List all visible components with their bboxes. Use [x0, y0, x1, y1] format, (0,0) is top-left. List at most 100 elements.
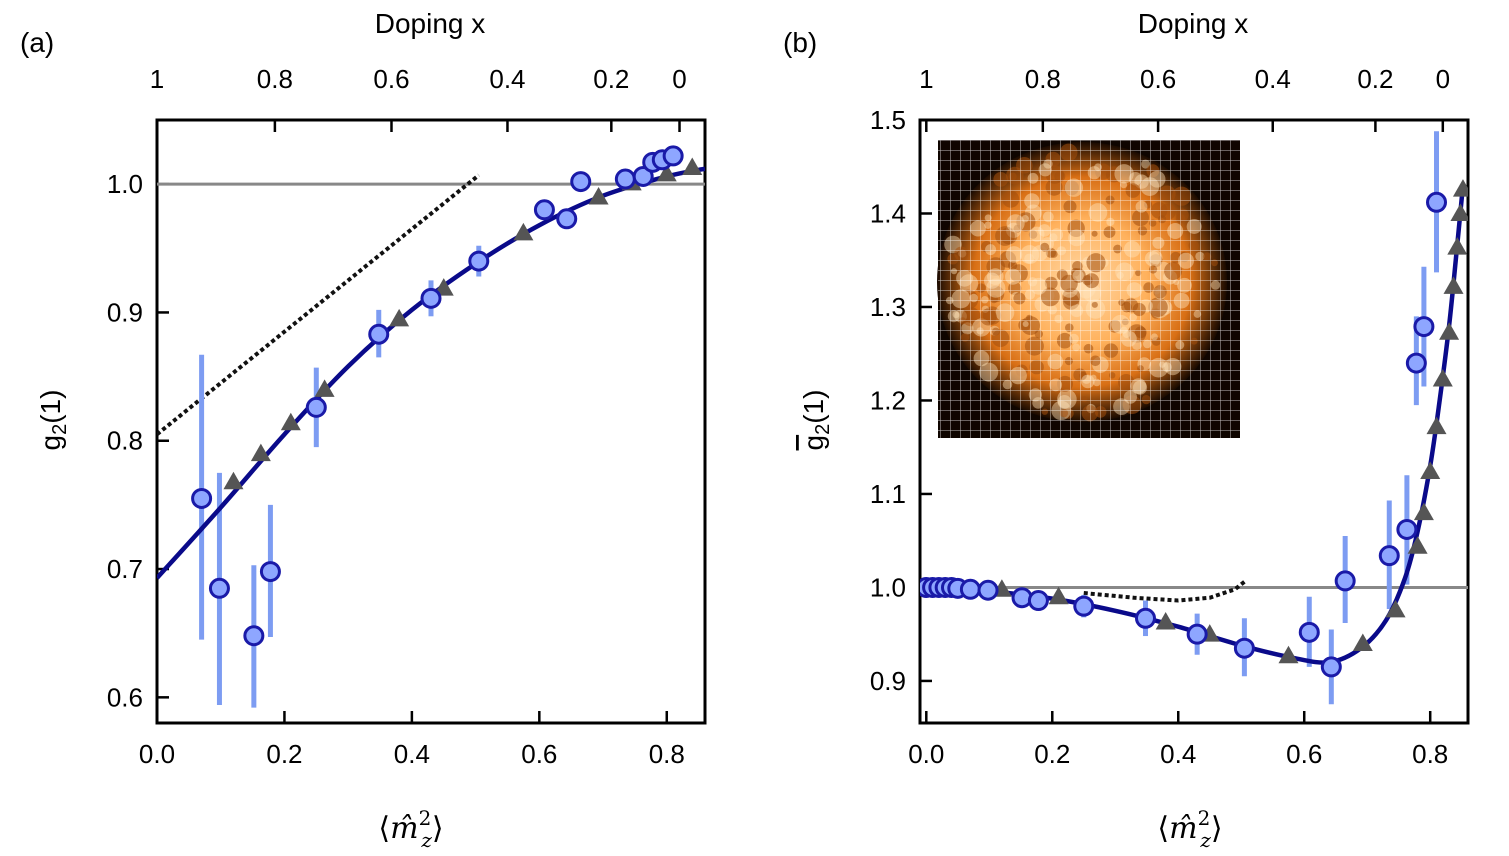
panel-a-x-axis-title: ⟨m̂2 z⟩	[378, 806, 443, 852]
top-tick-label: 0.8	[257, 64, 293, 94]
y-tick-label: 0.9	[870, 666, 906, 696]
triangle-marker	[1155, 612, 1176, 630]
x-tick-label: 0.4	[1160, 739, 1196, 769]
circle-marker	[1413, 316, 1435, 338]
circle-marker	[191, 487, 213, 509]
y-tick-label: 1.2	[870, 385, 906, 415]
panel-a-frame	[155, 118, 707, 725]
panel-b-y-axis-title: g2(1)	[798, 390, 834, 451]
top-tick-label: 0.8	[1025, 64, 1061, 94]
triangle-marker	[656, 163, 677, 182]
circle-marker	[1378, 545, 1400, 567]
dotted-guide-line	[157, 173, 481, 436]
top-tick-label: 0.2	[1357, 64, 1393, 94]
triangle-marker	[1048, 586, 1069, 605]
circle-marker	[614, 168, 636, 190]
circle-marker	[662, 145, 684, 167]
y-tick-label: 0.8	[107, 426, 143, 456]
top-tick-label: 0.6	[373, 64, 409, 94]
triangle-marker	[513, 222, 534, 241]
x-tick-label: 0.6	[1286, 739, 1322, 769]
circle-marker	[243, 625, 265, 647]
top-tick-label: 0	[672, 64, 686, 94]
panel-a-ticks: 0.0 0.2 0.4 0.6 0.8 0.6 0.7 0.8 0.9 1.0 1 0.8 0.6 0.4…	[107, 64, 687, 769]
panel-b: (b) Doping x 0.0 0.2 0.4 0.6 0.8 0.9 1.0 1.1 1.2…	[783, 8, 1470, 852]
panel-b-x-axis-title: ⟨m̂2 z⟩	[1157, 806, 1222, 852]
x-tick-label: 0.6	[521, 739, 557, 769]
y-tick-label: 1.3	[870, 292, 906, 322]
circle-marker	[1134, 607, 1156, 629]
circle-marker	[420, 287, 442, 309]
dotted-guide-line	[1083, 580, 1246, 603]
panel-b-top-axis-title: Doping x	[1138, 8, 1249, 39]
circle-marker	[1298, 621, 1320, 643]
circle-marker	[468, 250, 490, 272]
circle-marker	[632, 165, 654, 187]
panel-b-inset-image	[937, 140, 1240, 438]
y-tick-label: 0.7	[107, 554, 143, 584]
triangle-marker	[1450, 203, 1468, 221]
circle-marker	[1334, 570, 1356, 592]
y-tick-label: 1.1	[870, 479, 906, 509]
y-tick-label: 1.4	[870, 198, 906, 228]
circle-marker	[556, 208, 578, 230]
circle-marker	[1027, 590, 1049, 612]
triangle-marker	[433, 278, 454, 296]
triangle-marker	[1426, 416, 1447, 435]
panel-a-top-axis-title-text: Doping x	[375, 8, 486, 39]
triangle-marker	[314, 379, 335, 397]
circle-marker	[1320, 656, 1342, 678]
fit-line	[157, 166, 705, 580]
top-tick-label: 0.6	[1140, 64, 1176, 94]
triangle-marker	[250, 443, 271, 462]
triangle-marker	[280, 412, 301, 431]
circle-marker	[959, 578, 981, 600]
triangle-marker	[1443, 276, 1464, 294]
panel-a-label: (a)	[20, 27, 54, 58]
top-tick-label: 0.2	[593, 64, 629, 94]
circle-marker	[305, 396, 327, 418]
y-tick-label: 1.0	[870, 572, 906, 602]
y-tick-label: 0.6	[107, 682, 143, 712]
panel-a: (a) Doping x 0.0 0.2 0.4 0.6 0.8 0.6 0.7 0.8 0.9…	[20, 8, 707, 852]
triangle-marker	[1407, 536, 1428, 554]
circle-marker	[1405, 352, 1427, 374]
panel-b-plot-area	[920, 131, 1468, 705]
top-tick-label: 0.4	[1255, 64, 1291, 94]
triangle-marker	[1420, 461, 1441, 480]
circle-marker	[208, 577, 230, 599]
x-tick-label: 0.8	[1412, 739, 1448, 769]
triangle-marker	[1452, 179, 1468, 197]
x-tick-label: 0.2	[1034, 739, 1070, 769]
circle-marker	[1233, 637, 1255, 659]
triangle-marker	[1352, 633, 1373, 652]
circle-marker	[368, 323, 390, 345]
panel-b-top-axis-title-text: Doping x	[1138, 8, 1249, 39]
top-tick-label: 1	[150, 64, 164, 94]
y-tick-label: 0.9	[107, 297, 143, 327]
x-tick-label: 0.8	[649, 739, 685, 769]
triangle-marker	[389, 308, 410, 327]
top-tick-label: 0.4	[489, 64, 525, 94]
triangle-marker	[1432, 368, 1453, 387]
x-tick-label: 0.0	[139, 739, 175, 769]
triangle-marker	[1385, 599, 1406, 618]
panel-b-label: (b)	[783, 27, 817, 58]
circle-marker	[1186, 623, 1208, 645]
circle-marker	[1426, 191, 1448, 213]
y-tick-label: 1.0	[107, 169, 143, 199]
panel-a-plot-area	[157, 145, 705, 708]
triangle-marker	[588, 186, 609, 205]
panel-a-y-axis-title: g2(1)	[35, 390, 71, 451]
circle-marker	[570, 171, 592, 193]
circle-marker	[533, 199, 555, 221]
circle-marker	[1073, 595, 1095, 617]
triangle-marker	[223, 471, 244, 490]
x-tick-label: 0.2	[266, 739, 302, 769]
triangle-marker	[1278, 645, 1299, 664]
panel-b-frame	[918, 118, 1470, 725]
top-tick-label: 1	[919, 64, 933, 94]
x-tick-label: 0.4	[394, 739, 430, 769]
circle-marker	[1396, 518, 1418, 540]
